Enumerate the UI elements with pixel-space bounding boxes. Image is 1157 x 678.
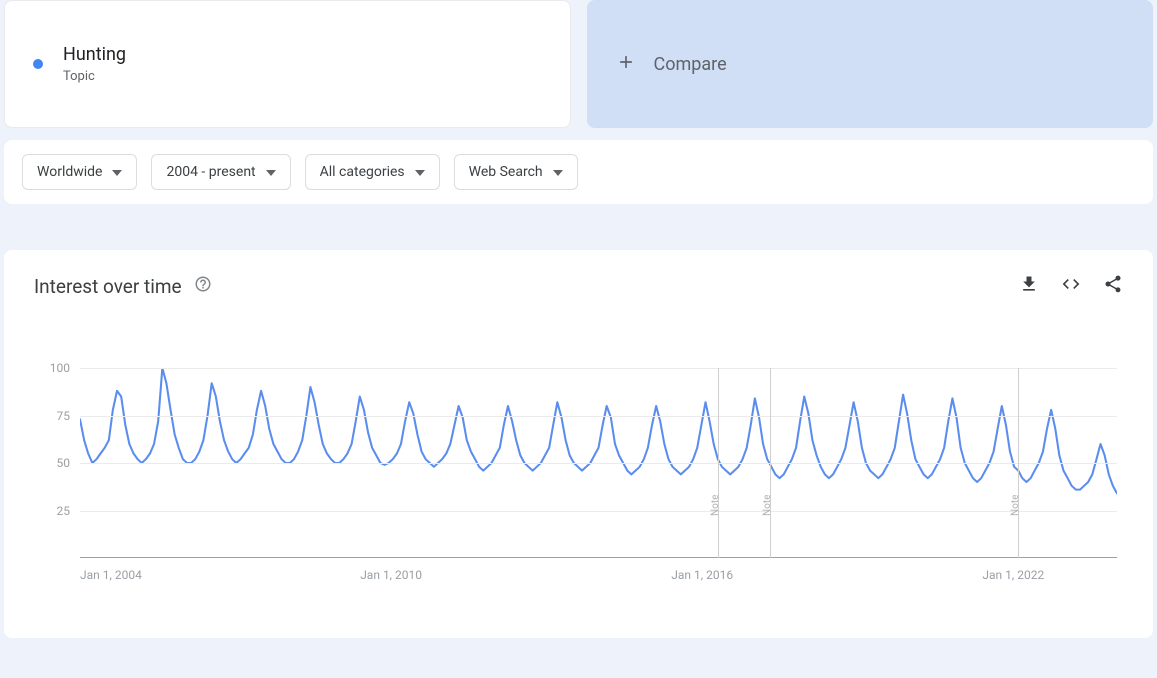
note-marker: Note <box>1018 368 1019 558</box>
x-axis <box>80 557 1117 558</box>
term-color-dot <box>33 59 43 69</box>
download-icon[interactable] <box>1019 274 1039 298</box>
x-tick-label: Jan 1, 2004 <box>80 568 142 582</box>
note-marker: Note <box>770 368 771 558</box>
x-tick-label: Jan 1, 2016 <box>671 568 733 582</box>
category-filter[interactable]: All categories <box>305 154 440 190</box>
search-type-filter[interactable]: Web Search <box>454 154 578 190</box>
search-type-filter-label: Web Search <box>469 164 543 180</box>
note-label: Note <box>710 495 721 516</box>
term-type: Topic <box>63 69 126 84</box>
y-tick-label: 100 <box>40 361 70 375</box>
grid-line <box>80 368 1117 369</box>
embed-icon[interactable] <box>1061 274 1081 298</box>
note-label: Note <box>1010 495 1021 516</box>
y-tick-label: 25 <box>40 504 70 518</box>
timeframe-filter-label: 2004 - present <box>166 164 255 180</box>
chevron-down-icon <box>415 164 425 180</box>
chevron-down-icon <box>266 164 276 180</box>
x-tick-label: Jan 1, 2022 <box>982 568 1044 582</box>
y-tick-label: 50 <box>40 456 70 470</box>
filters-bar: Worldwide 2004 - present All categories … <box>4 140 1153 204</box>
grid-line <box>80 416 1117 417</box>
timeframe-filter[interactable]: 2004 - present <box>151 154 290 190</box>
grid-line <box>80 463 1117 464</box>
chevron-down-icon <box>112 164 122 180</box>
plus-icon <box>616 52 636 76</box>
grid-line <box>80 511 1117 512</box>
region-filter[interactable]: Worldwide <box>22 154 137 190</box>
search-term-card[interactable]: Hunting Topic <box>4 0 571 128</box>
compare-label: Compare <box>654 54 727 75</box>
chevron-down-icon <box>553 164 563 180</box>
help-icon[interactable] <box>194 275 212 297</box>
note-label: Note <box>762 495 773 516</box>
note-marker: Note <box>718 368 719 558</box>
category-filter-label: All categories <box>320 164 405 180</box>
chart-area: 255075100NoteNoteNoteJan 1, 2004Jan 1, 2… <box>24 368 1133 598</box>
chart-title: Interest over time <box>34 275 182 298</box>
term-name: Hunting <box>63 44 126 65</box>
share-icon[interactable] <box>1103 274 1123 298</box>
region-filter-label: Worldwide <box>37 164 102 180</box>
add-compare-button[interactable]: Compare <box>587 0 1154 128</box>
y-tick-label: 75 <box>40 409 70 423</box>
x-tick-label: Jan 1, 2010 <box>360 568 422 582</box>
interest-over-time-panel: Interest over time 255075100NoteNoteNote… <box>4 250 1153 638</box>
